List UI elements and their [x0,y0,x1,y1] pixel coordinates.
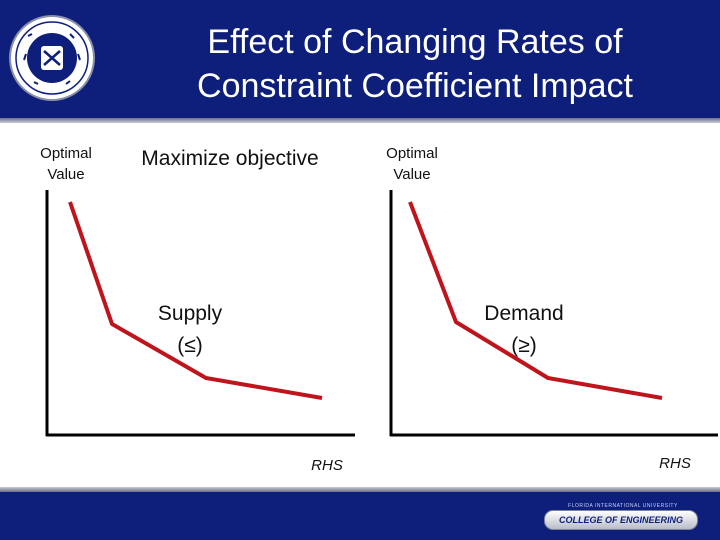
university-seal-icon [9,15,95,101]
left-constraint-label: Supply (≤) [130,298,250,362]
right-optimal-value-curve [408,201,663,400]
header-divider [0,118,720,123]
left-constraint-name: Supply [157,302,223,325]
left-y-axis-label: Optimal Value [30,143,102,185]
slide-title-line1: Effect of Changing Rates of [207,23,623,61]
left-y-label-line2: Value [47,166,85,183]
left-constraint-symbol: (≤) [177,334,203,357]
header-bar [0,0,720,118]
right-y-axis-label: Optimal Value [376,143,448,185]
left-x-axis-label: RHS [311,457,343,474]
slide-title: Effect of Changing Rates of Constraint C… [110,20,720,108]
left-optimal-value-curve [68,201,323,400]
right-constraint-symbol: (≥) [511,334,537,357]
footer-university-name: FLORIDA INTERNATIONAL UNIVERSITY [568,503,678,509]
right-constraint-label: Demand (≥) [460,298,588,362]
slide-subtitle: Maximize objective [141,147,319,170]
footer-divider [0,487,720,492]
right-y-label-line2: Value [393,166,431,183]
slide-title-line2: Constraint Coefficient Impact [197,67,633,105]
right-y-label-line1: Optimal [386,145,438,162]
college-logo: COLLEGE OF ENGINEERING [544,510,698,530]
right-constraint-name: Demand [484,302,564,325]
right-x-axis-label: RHS [659,455,691,472]
left-y-label-line1: Optimal [40,145,92,162]
